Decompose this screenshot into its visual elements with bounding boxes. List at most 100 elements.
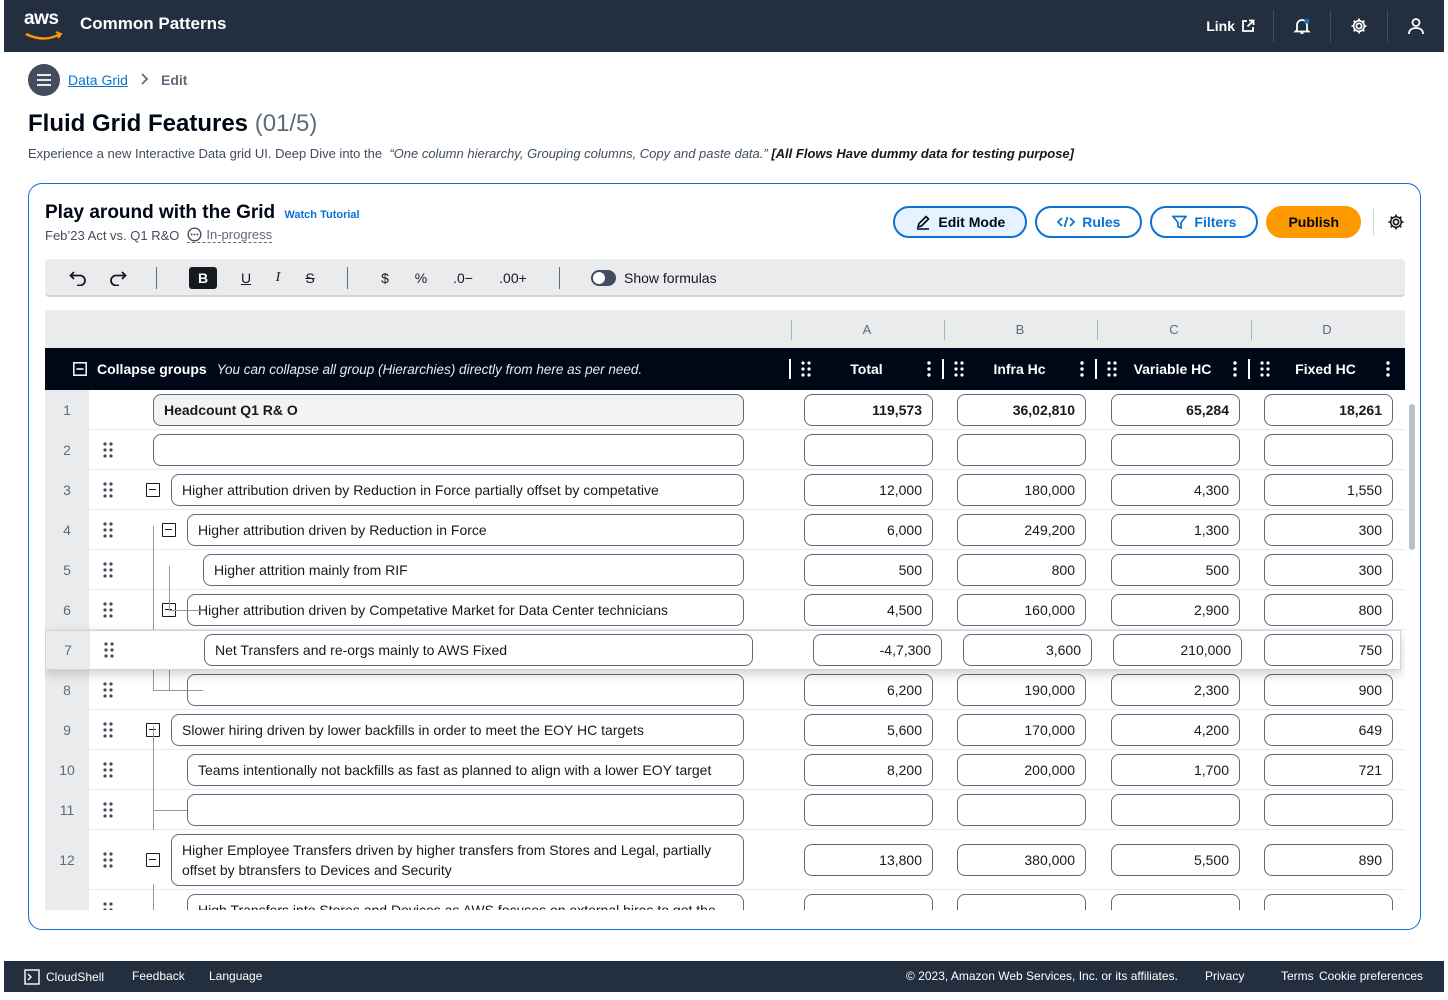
edit-mode-button[interactable]: Edit Mode <box>893 206 1028 238</box>
value-cell[interactable]: 300 <box>1264 553 1393 586</box>
privacy-link[interactable]: Privacy <box>1205 969 1245 983</box>
value-cell[interactable]: 2,300 <box>1111 673 1240 706</box>
value-cell[interactable]: 300 <box>1264 513 1393 546</box>
user-profile-button[interactable] <box>1387 10 1444 42</box>
show-formulas-toggle[interactable] <box>591 270 616 286</box>
watch-tutorial-link[interactable]: Watch Tutorial <box>284 209 360 221</box>
value-cell[interactable] <box>957 793 1086 826</box>
value-cell[interactable] <box>1111 793 1240 826</box>
table-row[interactable]: 5 Higher attrition mainly from RIF 500 800 5… <box>45 550 1405 590</box>
publish-button[interactable]: Publish <box>1266 206 1361 238</box>
drag-handle-icon[interactable] <box>1107 361 1117 377</box>
value-cell[interactable]: 800 <box>957 553 1086 586</box>
row-drag-handle-icon[interactable] <box>103 761 113 783</box>
percent-format-button[interactable]: % <box>414 270 428 286</box>
value-cell[interactable] <box>1264 433 1393 466</box>
table-row[interactable]: 8 6,200 190,000 2,300 900 <box>45 670 1405 710</box>
notifications-button[interactable] <box>1273 10 1330 42</box>
value-cell[interactable]: 750 <box>1264 634 1393 666</box>
column-resize-handle[interactable] <box>1248 359 1250 379</box>
row-drag-handle-icon[interactable] <box>103 441 113 463</box>
strikethrough-button[interactable]: S <box>305 270 315 286</box>
table-row[interactable]: 9 Slower hiring driven by lower backfills… <box>45 710 1405 750</box>
table-row[interactable]: 12 Higher Employee Transfers driven by hi… <box>45 830 1405 890</box>
value-cell[interactable]: 18,261 <box>1264 393 1393 426</box>
row-label-field[interactable]: Higher attribution driven by Reduction i… <box>171 473 744 506</box>
cookie-preferences-link[interactable]: Cookie preferences <box>1319 969 1424 983</box>
column-menu-icon[interactable] <box>922 361 936 377</box>
row-drag-handle-icon[interactable] <box>103 851 113 873</box>
value-cell[interactable]: 8,200 <box>804 753 933 786</box>
value-cell[interactable]: 4,500 <box>804 593 933 626</box>
value-cell[interactable] <box>804 893 933 910</box>
column-resize-handle[interactable] <box>1095 359 1097 379</box>
value-cell[interactable]: 210,000 <box>1113 634 1242 666</box>
collapse-group-icon[interactable] <box>146 482 160 497</box>
value-cell[interactable]: 5,500 <box>1111 843 1240 876</box>
drag-handle-icon[interactable] <box>1260 361 1270 377</box>
row-drag-handle-icon[interactable] <box>103 481 113 503</box>
feedback-link[interactable]: Feedback <box>132 969 185 983</box>
value-cell[interactable]: 2,900 <box>1111 593 1240 626</box>
value-cell[interactable]: 160,000 <box>957 593 1086 626</box>
table-row[interactable]: 10 Teams intentionally not backfills as f… <box>45 750 1405 790</box>
row-label-field[interactable]: Higher attribution driven by Competative… <box>187 593 744 626</box>
app-title[interactable]: Common Patterns <box>80 14 227 33</box>
row-label-field[interactable] <box>153 433 744 466</box>
row-label-field[interactable]: Higher Employee Transfers driven by high… <box>171 833 744 886</box>
table-row[interactable]: 4 Higher attribution driven by Reduction … <box>45 510 1405 550</box>
value-cell[interactable]: 800 <box>1264 593 1393 626</box>
value-cell[interactable]: 721 <box>1264 753 1393 786</box>
column-menu-icon[interactable] <box>1381 361 1395 377</box>
drag-handle-icon[interactable] <box>801 361 811 377</box>
row-drag-handle-icon[interactable] <box>103 601 113 623</box>
row-label-field[interactable]: Net Transfers and re-orgs mainly to AWS … <box>204 634 753 666</box>
aws-logo[interactable]: aws <box>24 9 68 42</box>
italic-button[interactable]: I <box>275 270 281 285</box>
row-label-field[interactable]: High Transfers into Stores and Devices a… <box>187 893 744 910</box>
row-label-field[interactable] <box>187 793 744 826</box>
value-cell[interactable]: 13,800 <box>804 843 933 876</box>
side-menu-button[interactable] <box>28 64 60 96</box>
table-row[interactable]: 3 Higher attribution driven by Reduction … <box>45 470 1405 510</box>
row-drag-handle-icon[interactable] <box>103 521 113 543</box>
table-row[interactable]: 1 Headcount Q1 R& O 119,573 36,02,810 65,284… <box>45 390 1405 430</box>
terms-link[interactable]: Terms <box>1281 969 1314 983</box>
value-cell[interactable]: 6,000 <box>804 513 933 546</box>
value-cell[interactable]: 1,300 <box>1111 513 1240 546</box>
column-resize-handle[interactable] <box>789 359 791 379</box>
value-cell[interactable] <box>1264 793 1393 826</box>
table-row[interactable]: High Transfers into Stores and Devices a… <box>45 890 1405 910</box>
bold-button[interactable]: B <box>189 267 217 289</box>
row-drag-handle-icon[interactable] <box>103 561 113 583</box>
language-link[interactable]: Language <box>209 969 263 983</box>
column-menu-icon[interactable] <box>1075 361 1089 377</box>
value-cell[interactable]: 500 <box>1111 553 1240 586</box>
column-resize-handle[interactable] <box>942 359 944 379</box>
value-cell[interactable]: 190,000 <box>957 673 1086 706</box>
column-header-infra-hc[interactable]: Infra Hc <box>942 348 1095 390</box>
value-cell[interactable]: 3,600 <box>963 634 1092 666</box>
value-cell[interactable]: 380,000 <box>957 843 1086 876</box>
undo-button[interactable] <box>67 267 89 289</box>
value-cell[interactable]: 200,000 <box>957 753 1086 786</box>
grid-vertical-scrollbar[interactable] <box>1409 404 1415 550</box>
row-label-field[interactable]: Higher attrition mainly from RIF <box>203 553 744 586</box>
value-cell[interactable]: 500 <box>804 553 933 586</box>
row-label-field[interactable]: Headcount Q1 R& O <box>153 393 744 426</box>
row-label-field[interactable]: Slower hiring driven by lower backfills … <box>171 713 744 746</box>
value-cell[interactable]: 649 <box>1264 713 1393 746</box>
value-cell[interactable]: 1,550 <box>1264 473 1393 506</box>
table-row[interactable]: 2 <box>45 430 1405 470</box>
row-drag-handle-icon[interactable] <box>103 801 113 823</box>
breadcrumb-data-grid[interactable]: Data Grid <box>68 72 128 88</box>
table-row[interactable]: 6 Higher attribution driven by Competativ… <box>45 590 1405 630</box>
collapse-group-icon[interactable] <box>146 852 160 867</box>
column-header-total[interactable]: Total <box>789 348 942 390</box>
value-cell[interactable]: 65,284 <box>1111 393 1240 426</box>
value-cell[interactable]: 170,000 <box>957 713 1086 746</box>
value-cell[interactable] <box>957 893 1086 910</box>
column-menu-icon[interactable] <box>1228 361 1242 377</box>
value-cell[interactable] <box>1111 893 1240 910</box>
value-cell[interactable]: 36,02,810 <box>957 393 1086 426</box>
